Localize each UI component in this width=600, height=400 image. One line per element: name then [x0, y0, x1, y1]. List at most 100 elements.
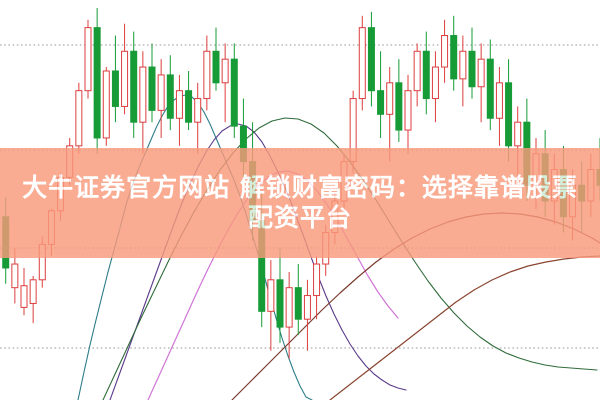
candle-body-up [29, 279, 37, 304]
candle [294, 264, 302, 335]
candle-body-up [11, 263, 19, 289]
candle-body-down [276, 279, 284, 328]
candle [367, 11, 375, 107]
candle-body-up [194, 98, 202, 123]
candle [386, 67, 394, 162]
candle [148, 43, 156, 123]
candle [194, 82, 202, 154]
candle-body-up [477, 58, 485, 88]
candle [230, 43, 238, 138]
candle-body-down [249, 161, 257, 222]
candle [486, 39, 494, 131]
candle [221, 43, 229, 123]
candle [468, 27, 476, 99]
candle [431, 51, 439, 123]
candle-body-up [20, 285, 28, 308]
candle-body-up [550, 168, 558, 202]
candle-body-down [111, 70, 119, 107]
candle-body-down [239, 125, 247, 163]
candle [166, 55, 174, 131]
candle-body-up [203, 50, 211, 100]
candle-body-down [2, 216, 10, 269]
candle-body-up [38, 243, 46, 281]
candle [441, 19, 449, 83]
candle-body-up [386, 82, 394, 115]
candle [477, 43, 485, 123]
candle-body-down [450, 35, 458, 80]
candle [111, 35, 119, 123]
candle [38, 236, 46, 288]
candle-body-up [459, 50, 467, 80]
candle-body-down [212, 50, 220, 84]
candle-body-down [395, 82, 403, 131]
candle-body-up [303, 295, 311, 320]
candle-body-down [559, 168, 567, 218]
candle [349, 90, 357, 174]
candle [212, 27, 220, 91]
candle [404, 74, 412, 154]
candle [358, 15, 366, 111]
candle [303, 279, 311, 351]
candle-body-down [258, 220, 266, 312]
candle [413, 43, 421, 107]
candle [459, 35, 467, 107]
candle-body-up [331, 200, 339, 234]
candle-body-down [523, 121, 531, 186]
candle-body-up [431, 66, 439, 100]
candle-body-up [75, 90, 83, 147]
candle-body-up [66, 145, 74, 178]
candle-body-up [285, 287, 293, 328]
candle-body-up [267, 279, 275, 312]
candle-body-up [441, 35, 449, 68]
ma-line-ma120 [329, 255, 600, 400]
candle [84, 19, 92, 99]
candle-body-up [47, 210, 55, 245]
candle [285, 271, 293, 359]
candle-body-down [294, 287, 302, 320]
candle-body-up [313, 263, 321, 297]
candle-body-up [84, 27, 92, 92]
candle-body-down [486, 58, 494, 119]
candle-body-up [349, 98, 357, 163]
candle-body-down [468, 50, 476, 88]
candle [267, 260, 275, 351]
candle-body-down [377, 90, 385, 115]
candle-body-down [505, 82, 513, 147]
candle-body-up [221, 58, 229, 84]
candle-body-down [185, 90, 193, 123]
candle-body-down [367, 27, 375, 92]
candle-body-up [157, 74, 165, 111]
candle [93, 7, 101, 154]
candle-body-down [422, 50, 430, 100]
candle [313, 256, 321, 320]
candle [185, 70, 193, 131]
candle [422, 31, 430, 115]
candle [121, 23, 129, 115]
candle-body-down [578, 184, 586, 202]
candle-body-up [139, 66, 147, 123]
candle [29, 275, 37, 324]
candle-body-up [587, 168, 595, 202]
candle-body-up [102, 70, 110, 139]
candle [157, 59, 165, 138]
candle [377, 51, 385, 138]
candle [139, 51, 147, 154]
candle-body-up [121, 50, 129, 107]
candle [20, 267, 28, 316]
candle-body-up [413, 50, 421, 92]
candle-body-down [230, 58, 238, 127]
candle-body-up [514, 121, 522, 147]
candle [495, 67, 503, 146]
candle-body-up [404, 90, 412, 131]
candle-body-up [57, 176, 65, 212]
candle [102, 67, 110, 146]
ma-line-ma10 [109, 123, 407, 400]
candle [276, 248, 284, 343]
candle-body-up [175, 90, 183, 119]
candle-body-up [569, 184, 577, 218]
candle [203, 35, 211, 111]
candle-body-up [495, 82, 503, 119]
candle-body-down [93, 27, 101, 139]
